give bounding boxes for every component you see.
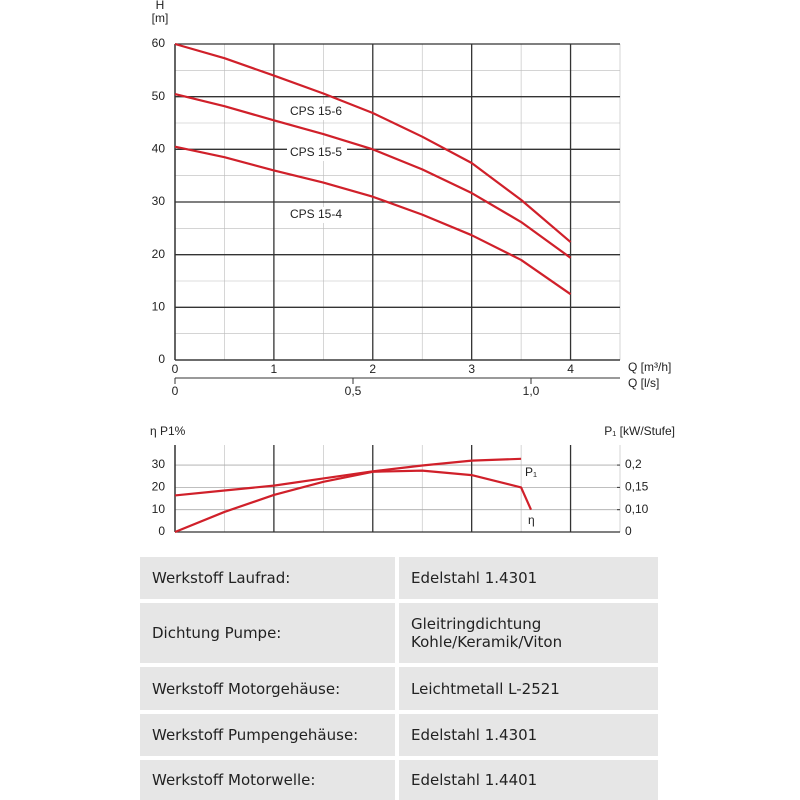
y-tick-label: 60 — [152, 36, 166, 50]
series-label: CPS 15-6 — [290, 104, 342, 118]
x2-tick-label: 0,5 — [345, 384, 362, 398]
x2-tick-label: 0 — [172, 384, 179, 398]
y-tick-label: 10 — [152, 502, 166, 516]
cell-line: Kohle/Keramik/Viton — [411, 633, 563, 651]
y2-tick-label: 0,2 — [625, 457, 642, 471]
cell: Werkstoff Pumpengehäuse: — [140, 714, 395, 756]
series-label: P₁ — [525, 465, 537, 479]
label-bg — [287, 104, 347, 120]
y-tick-label: 50 — [152, 89, 166, 103]
y-tick-label: 20 — [152, 247, 166, 261]
cell: Gleitringdichtung Kohle/Keramik/Viton — [399, 603, 658, 663]
series-line — [174, 92, 572, 259]
y-tick-label: 30 — [152, 194, 166, 208]
x2-axis-label: Q [l/s] — [628, 376, 659, 390]
y2-axis-label: P₁ [kW/Stufe] — [604, 424, 675, 438]
x-axis-label: Q [m³/h] — [628, 360, 671, 374]
cell: Werkstoff Motorgehäuse: — [140, 667, 395, 710]
y-tick-label: 10 — [152, 300, 166, 314]
y-tick-label: 30 — [152, 457, 166, 471]
x-tick-label: 3 — [468, 362, 475, 376]
y-axis-label: η P1% — [150, 424, 186, 438]
cell-line: Gleitringdichtung — [411, 615, 542, 633]
y-axis-label: [m] — [152, 11, 169, 25]
x-tick-label: 2 — [369, 362, 376, 376]
series-label: CPS 15-4 — [290, 207, 342, 221]
cell: Edelstahl 1.4401 — [399, 760, 658, 800]
series-label: η — [528, 513, 535, 527]
cell: Leichtmetall L-2521 — [399, 667, 658, 710]
y-axis-label: H — [156, 0, 165, 12]
y-tick-label: 20 — [152, 480, 166, 494]
label-bg — [287, 145, 347, 161]
x2-tick-label: 1,0 — [523, 384, 540, 398]
x-tick-label: 0 — [172, 362, 179, 376]
series-line — [174, 469, 533, 534]
y-tick-label: 0 — [158, 352, 165, 366]
cell: Edelstahl 1.4301 — [399, 557, 658, 599]
y2-tick-label: 0,10 — [625, 502, 649, 516]
spec-table: Werkstoff Laufrad: Edelstahl 1.4301 Dicht… — [136, 553, 662, 800]
cell: Edelstahl 1.4301 — [399, 714, 658, 756]
label-bg — [287, 207, 347, 223]
x-tick-label: 1 — [271, 362, 278, 376]
y-tick-label: 0 — [158, 524, 165, 538]
y2-tick-label: 0,15 — [625, 480, 649, 494]
cell: Werkstoff Motorwelle: — [140, 760, 395, 800]
cell: Dichtung Pumpe: — [140, 603, 395, 663]
y2-tick-label: 0 — [625, 524, 632, 538]
x-tick-label: 4 — [567, 362, 574, 376]
cell: Werkstoff Laufrad: — [140, 557, 395, 599]
series-label: CPS 15-5 — [290, 145, 342, 159]
series-line — [174, 145, 572, 296]
y-tick-label: 40 — [152, 142, 166, 156]
series-line — [174, 42, 572, 243]
